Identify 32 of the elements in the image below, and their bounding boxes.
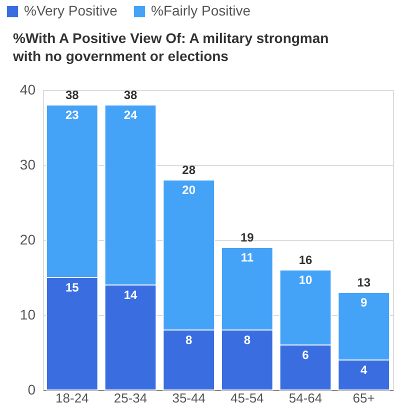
- data-label: 10: [298, 273, 312, 287]
- data-label: 6: [302, 348, 310, 362]
- y-tick-label: 10: [20, 306, 36, 322]
- total-label: 16: [298, 253, 312, 267]
- legend-label: %Fairly Positive: [151, 2, 251, 19]
- y-tick-label: 30: [20, 156, 36, 172]
- x-tick-label: 65+: [352, 390, 375, 406]
- total-label: 38: [65, 88, 80, 102]
- total-label: 13: [357, 276, 371, 290]
- data-label: 11: [240, 250, 254, 264]
- legend-label: %Very Positive: [24, 2, 118, 19]
- y-tick-label: 0: [28, 382, 36, 398]
- data-label: 24: [124, 108, 138, 122]
- chart-title: %With A Positive View Of: A military strongman with no government or elections: [12, 30, 329, 64]
- data-label: 8: [244, 333, 251, 347]
- data-label: 23: [65, 108, 80, 122]
- x-tick-label: 54-64: [288, 390, 322, 406]
- y-tick-label: 40: [20, 82, 36, 98]
- data-label: 20: [182, 183, 196, 197]
- data-label: 15: [65, 280, 80, 294]
- data-label: 14: [124, 288, 138, 302]
- total-label: 28: [182, 163, 196, 177]
- x-tick-label: 18-24: [56, 390, 89, 406]
- x-tick-label: 35-44: [172, 390, 206, 406]
- x-tick-label: 45-54: [230, 390, 264, 406]
- data-label: 8: [185, 333, 192, 347]
- y-tick-label: 20: [20, 232, 36, 248]
- total-label: 19: [240, 230, 254, 244]
- data-label: 4: [360, 363, 368, 377]
- total-label: 38: [124, 88, 138, 102]
- x-tick-label: 25-34: [114, 390, 148, 406]
- data-label: 9: [360, 296, 368, 310]
